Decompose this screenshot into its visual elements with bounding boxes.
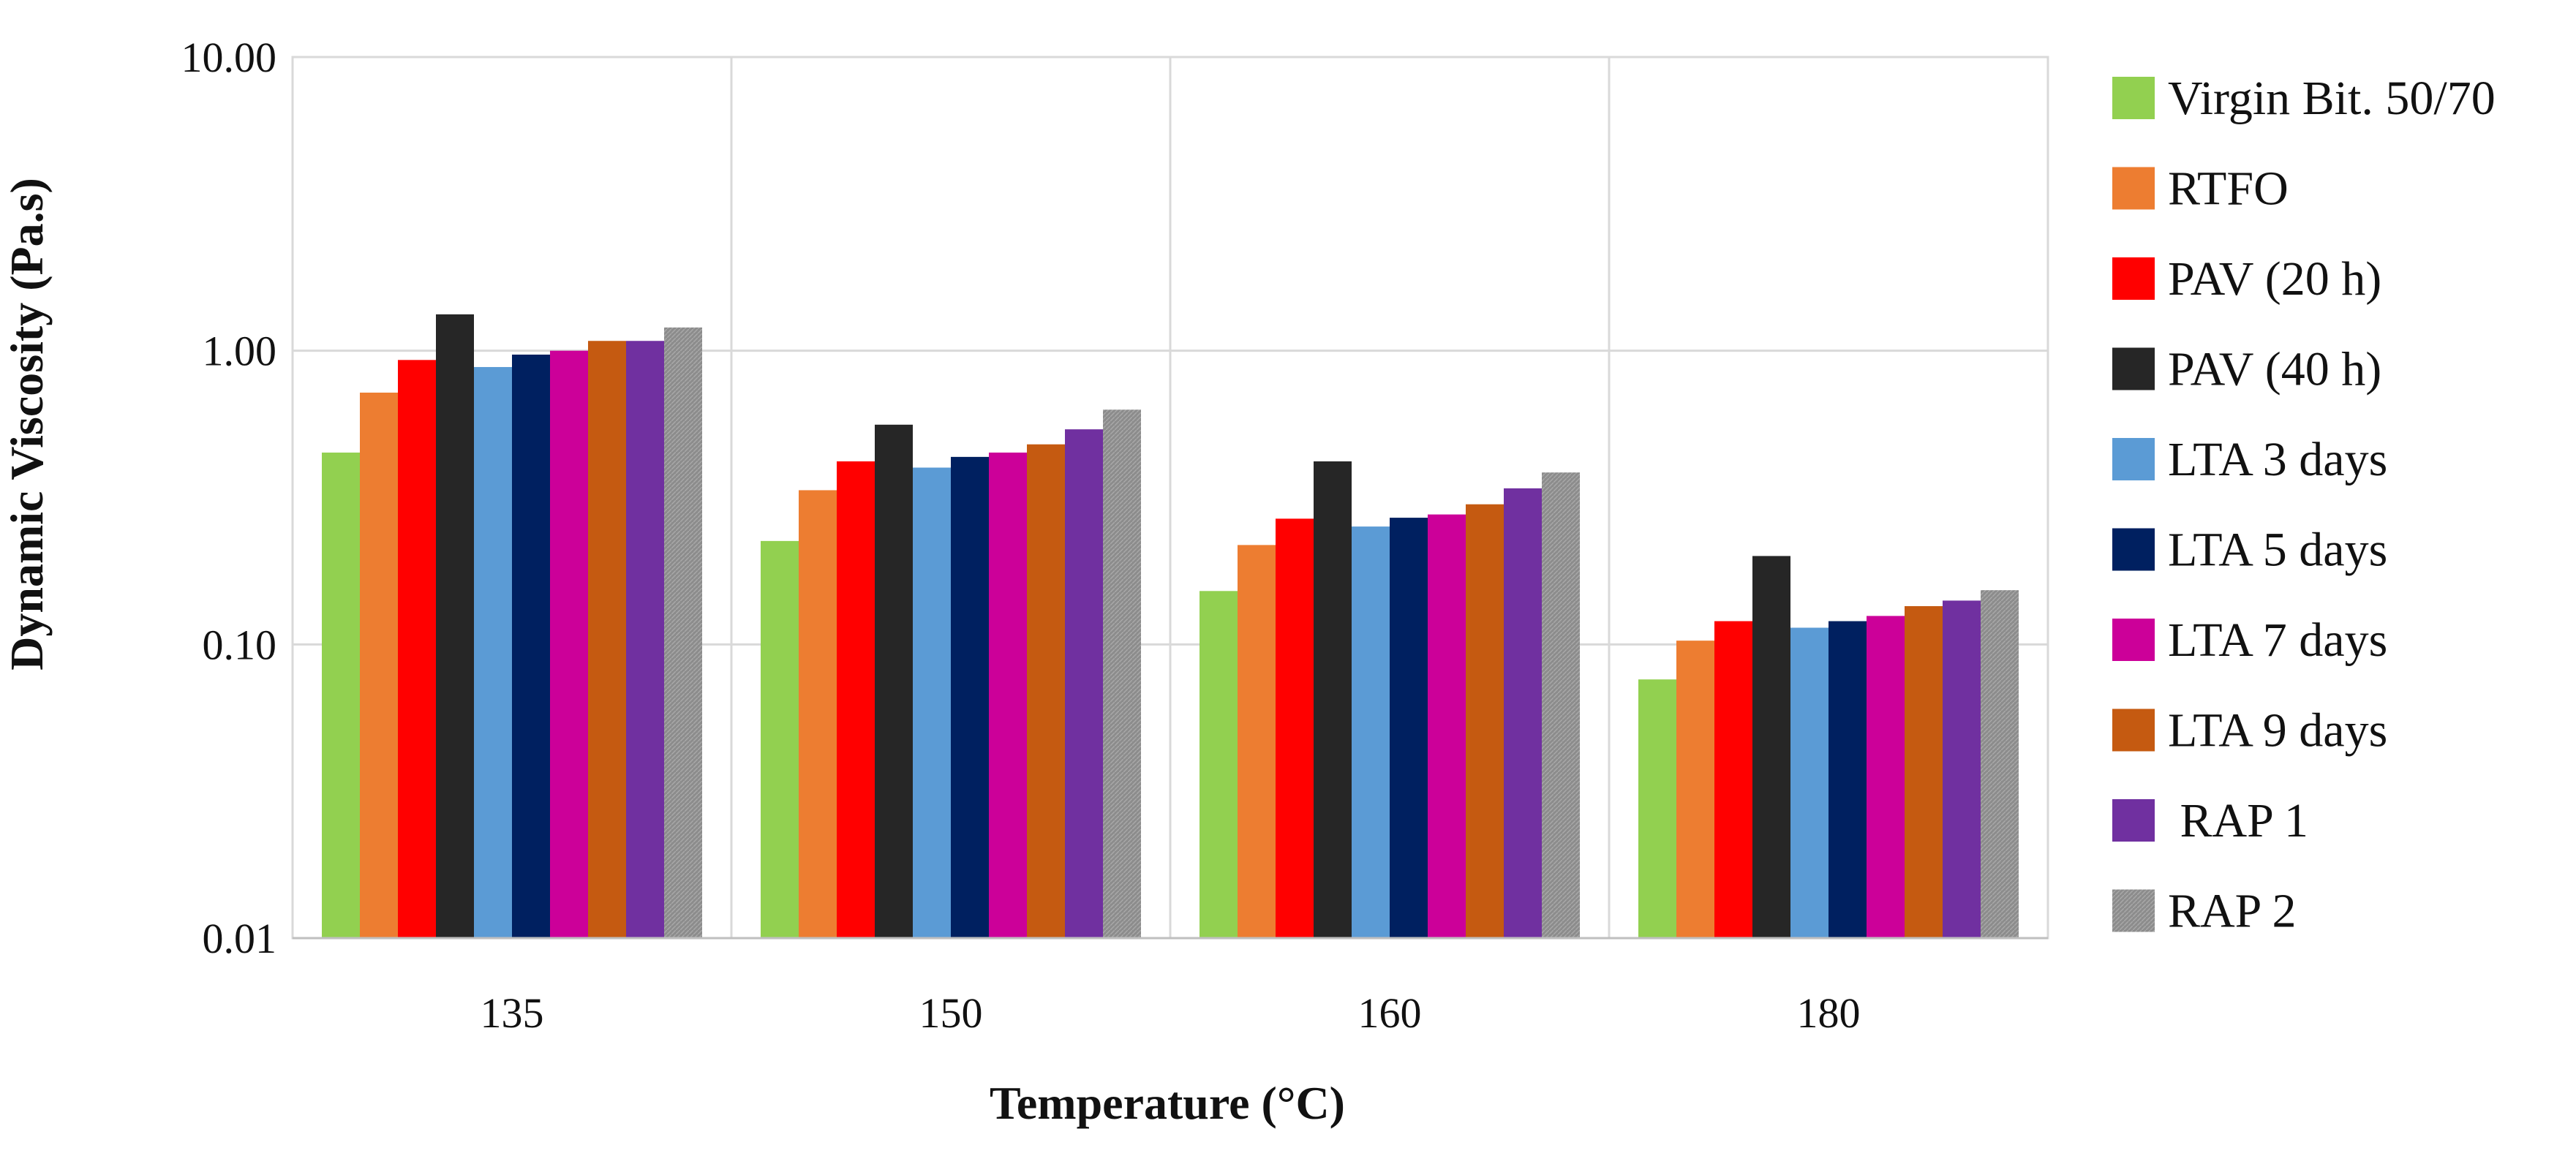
x-axis-title: Temperature (°C) — [990, 1077, 1345, 1129]
bar — [474, 366, 512, 938]
x-tick-label: 160 — [1358, 989, 1422, 1037]
bar — [1714, 621, 1752, 938]
bar — [1867, 616, 1905, 938]
bar — [360, 392, 398, 938]
legend-swatch — [2112, 77, 2155, 119]
x-tick-label: 180 — [1797, 989, 1861, 1037]
legend-swatch — [2112, 438, 2155, 480]
bar — [799, 490, 837, 938]
legend-swatch — [2112, 167, 2155, 210]
legend-label: LTA 5 days — [2168, 524, 2387, 577]
legend-swatch — [2112, 257, 2155, 300]
bar — [436, 314, 474, 939]
bar — [951, 456, 989, 938]
legend-label: LTA 3 days — [2168, 433, 2387, 486]
bar — [512, 354, 550, 939]
y-tick-label: 0.01 — [203, 915, 277, 962]
bar — [1676, 641, 1714, 938]
bar — [761, 540, 799, 938]
bar — [1466, 504, 1504, 938]
legend-label: LTA 7 days — [2168, 613, 2387, 667]
bar — [1314, 461, 1352, 938]
bar — [1428, 514, 1466, 938]
bar — [322, 452, 360, 938]
bar — [837, 461, 875, 938]
bar — [664, 327, 702, 939]
y-tick-label: 1.00 — [203, 328, 277, 375]
bar — [913, 467, 951, 938]
legend-swatch — [2112, 528, 2155, 571]
axes: 0.01 0.10 1.00 10.00 135 150 160 180 — [181, 34, 2048, 1037]
bar — [1103, 409, 1141, 938]
bar — [1981, 590, 2019, 938]
x-tick-label: 150 — [919, 989, 983, 1037]
bar — [1390, 518, 1428, 938]
bar — [1542, 472, 1580, 938]
bar — [1200, 591, 1238, 938]
legend-label: PAV (40 h) — [2168, 343, 2381, 396]
bar — [398, 360, 436, 938]
legend-swatch — [2112, 889, 2155, 932]
y-tick-label: 0.10 — [203, 621, 277, 668]
legend-label: RTFO — [2168, 162, 2289, 216]
bar — [989, 452, 1027, 938]
x-tick-label: 135 — [481, 989, 544, 1037]
legend-label: RAP 1 — [2168, 794, 2308, 847]
legend-swatch — [2112, 799, 2155, 842]
legend-label: PAV (20 h) — [2168, 252, 2381, 306]
bar — [1943, 600, 1981, 938]
bar — [1276, 518, 1314, 938]
bar — [1352, 526, 1390, 938]
legend-swatch — [2112, 619, 2155, 661]
bar — [1638, 679, 1676, 938]
y-tick-label: 10.00 — [181, 34, 277, 81]
bar — [1238, 545, 1276, 938]
y-axis-title: Dynamic Viscosity (Pa.s) — [1, 178, 53, 670]
bar — [1752, 556, 1790, 938]
legend-swatch — [2112, 709, 2155, 752]
bar — [588, 341, 626, 938]
bar — [550, 350, 588, 939]
bar — [1790, 627, 1829, 938]
bar — [1905, 605, 1943, 938]
bar — [875, 424, 913, 938]
bar — [1829, 621, 1867, 938]
bar — [626, 341, 664, 938]
bar — [1027, 444, 1065, 938]
legend: Virgin Bit. 50/70 RTFO PAV (20 h) PAV (40 h… — [2112, 72, 2496, 938]
bar — [1065, 429, 1103, 938]
bars — [322, 314, 2019, 939]
legend-label: Virgin Bit. 50/70 — [2168, 72, 2496, 125]
legend-swatch — [2112, 347, 2155, 390]
legend-label: LTA 9 days — [2168, 704, 2387, 758]
bar — [1504, 488, 1542, 938]
legend-label: RAP 2 — [2168, 885, 2296, 938]
